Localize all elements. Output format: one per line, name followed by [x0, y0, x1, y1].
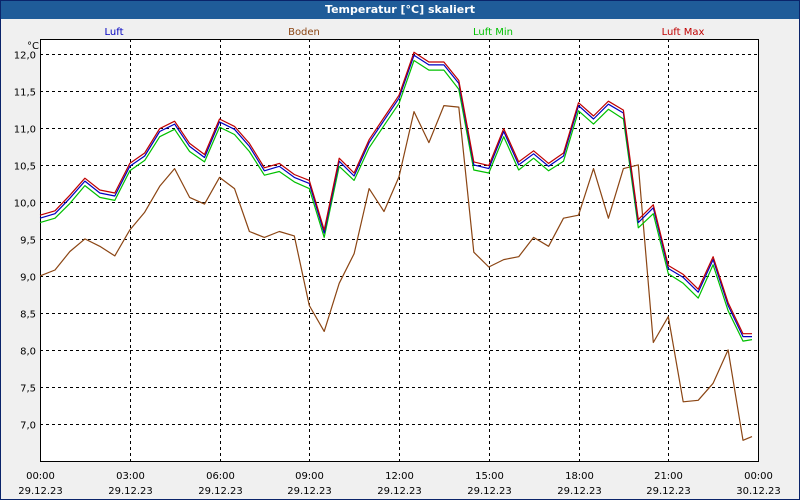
x-tick-date: 29.12.23: [287, 486, 332, 497]
window-title: Temperatur [°C] skaliert: [1, 1, 799, 19]
y-tick-label: 9,0: [20, 273, 36, 284]
x-tick-time: 18:00: [565, 471, 594, 482]
series-line-luft-min: [39, 59, 753, 342]
x-tick-time: 15:00: [475, 471, 504, 482]
x-tick-date: 30.12.23: [736, 486, 781, 497]
x-tick-time: 21:00: [654, 471, 683, 482]
y-tick-label: 7,0: [20, 421, 36, 432]
legend: Luft Boden Luft Min Luft Max: [105, 27, 705, 38]
y-axis: 7,0 7,5 8,0 8,5 9,0 9,5 10,0 10,5 11,0 11,5 12,0: [14, 51, 36, 432]
y-tick-label: 8,5: [20, 310, 36, 321]
series-lines: [39, 51, 753, 441]
y-tick-label: 10,5: [14, 162, 36, 173]
y-tick-label: 7,5: [20, 384, 36, 395]
x-tick-date: 29.12.23: [18, 486, 63, 497]
legend-label-luft-max: Luft Max: [662, 27, 705, 38]
x-tick-time: 12:00: [385, 471, 414, 482]
legend-label-boden: Boden: [288, 27, 320, 38]
x-tick-date: 29.12.23: [646, 486, 691, 497]
x-tick-date: 29.12.23: [377, 486, 422, 497]
y-tick-label: 11,5: [14, 88, 36, 99]
y-tick-label: 9,5: [20, 236, 36, 247]
series-line-luft: [39, 54, 752, 338]
grid-lines: [40, 39, 758, 461]
plot-frame: [40, 39, 759, 462]
x-tick-date: 29.12.23: [557, 486, 602, 497]
x-tick-time: 09:00: [295, 471, 324, 482]
series-line-boden: [39, 104, 753, 441]
y-tick-label: 10,0: [14, 199, 36, 210]
x-tick-time: 03:00: [116, 471, 145, 482]
legend-label-luft-min: Luft Min: [473, 27, 513, 38]
series-line-luft-max: [39, 51, 752, 335]
y-axis-label: °C: [27, 41, 39, 52]
x-tick-time: 00:00: [744, 471, 773, 482]
x-tick-time: 00:00: [26, 471, 55, 482]
x-tick-date: 29.12.23: [198, 486, 243, 497]
y-tick-label: 11,0: [14, 125, 36, 136]
x-tick-date: 29.12.23: [108, 486, 153, 497]
x-tick-time: 06:00: [206, 471, 235, 482]
y-tick-label: 8,0: [20, 347, 36, 358]
temperature-chart: Luft Boden Luft Min Luft Max 7,0 7,5 8,0 8,5 9,…: [14, 27, 781, 497]
x-axis: 00:00 29.12.23 03:00 29.12.23 06:00 29.12.23 0…: [18, 471, 781, 497]
x-tick-date: 29.12.23: [467, 486, 512, 497]
legend-label-luft: Luft: [105, 27, 124, 38]
y-tick-label: 12,0: [14, 51, 36, 62]
